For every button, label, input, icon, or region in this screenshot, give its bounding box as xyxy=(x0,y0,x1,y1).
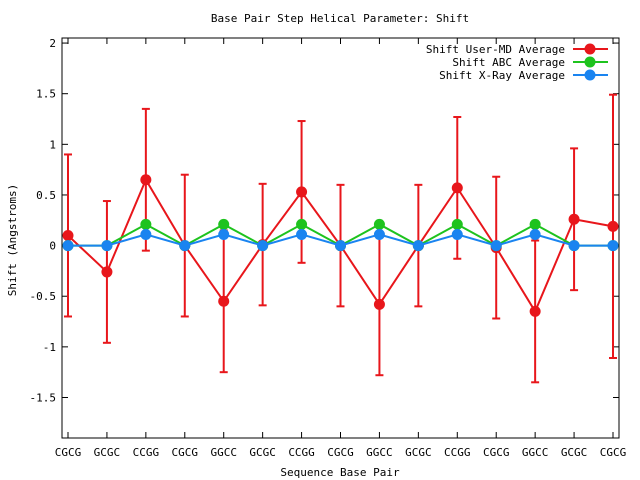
y-tick-label: 1.5 xyxy=(36,88,56,101)
x-tick-label: GGCC xyxy=(210,446,237,459)
data-point xyxy=(296,228,308,240)
data-point xyxy=(490,240,502,252)
x-tick-label: CGCG xyxy=(327,446,354,459)
data-point xyxy=(568,213,580,225)
x-tick-label: CGCG xyxy=(55,446,82,459)
data-point xyxy=(335,240,346,252)
data-point xyxy=(140,228,152,240)
x-tick-label: CGCG xyxy=(172,446,199,459)
data-point xyxy=(451,218,463,230)
data-point xyxy=(529,228,541,240)
data-point xyxy=(218,218,230,230)
legend-label: Shift X-Ray Average xyxy=(439,69,565,82)
y-axis-label: Shift (Angstroms) xyxy=(6,184,19,297)
data-point xyxy=(257,240,269,252)
y-tick-label: -1.5 xyxy=(30,391,57,404)
data-point xyxy=(218,228,230,240)
data-point xyxy=(412,240,424,252)
x-tick-label: GGCC xyxy=(522,446,549,459)
data-point xyxy=(179,240,191,252)
data-point xyxy=(568,240,580,252)
legend-marker xyxy=(584,43,596,55)
x-tick-label: CCGG xyxy=(133,446,160,459)
y-tick-label: 0 xyxy=(49,240,56,253)
x-tick-label: CCGG xyxy=(444,446,471,459)
x-tick-label: CCGG xyxy=(288,446,315,459)
legend-label: Shift User-MD Average xyxy=(426,43,565,56)
data-point xyxy=(607,220,619,232)
data-point xyxy=(529,305,541,317)
legend-marker xyxy=(584,69,596,81)
data-point xyxy=(373,218,385,230)
data-point xyxy=(373,298,385,310)
data-point xyxy=(296,218,308,230)
data-point xyxy=(140,174,152,186)
data-point xyxy=(529,218,541,230)
x-tick-label: GGCC xyxy=(366,446,393,459)
plot-area: 2 1.5 1 0.5 0 -0.5 -1 -1.5 CGCG GCGC CCGG CGCG GGCC G… xyxy=(30,37,627,459)
data-point xyxy=(62,229,74,241)
x-tick-label: CGCG xyxy=(600,446,627,459)
data-point xyxy=(218,295,230,307)
y-tick-label: -0.5 xyxy=(30,290,57,303)
y-tick-label: -1 xyxy=(43,341,56,354)
data-point xyxy=(101,266,113,278)
x-tick-label: GCGC xyxy=(561,446,588,459)
y-tick-label: 0.5 xyxy=(36,189,56,202)
x-tick-label: CGCG xyxy=(483,446,510,459)
data-point xyxy=(451,182,463,194)
data-point xyxy=(373,228,385,240)
data-point xyxy=(140,218,152,230)
data-point xyxy=(296,186,308,198)
data-point xyxy=(607,240,619,252)
y-tick-label: 1 xyxy=(49,138,56,151)
x-tick-label: GCGC xyxy=(249,446,276,459)
x-axis-label: Sequence Base Pair xyxy=(280,466,400,479)
data-point xyxy=(101,240,113,252)
data-point xyxy=(451,228,463,240)
data-point xyxy=(62,240,74,252)
chart-title: Base Pair Step Helical Parameter: Shift xyxy=(211,12,469,25)
y-tick-label: 2 xyxy=(49,37,56,50)
x-tick-label: GCGC xyxy=(94,446,121,459)
legend-marker xyxy=(584,56,596,68)
legend-label: Shift ABC Average xyxy=(452,56,565,69)
x-tick-label: GCGC xyxy=(405,446,432,459)
